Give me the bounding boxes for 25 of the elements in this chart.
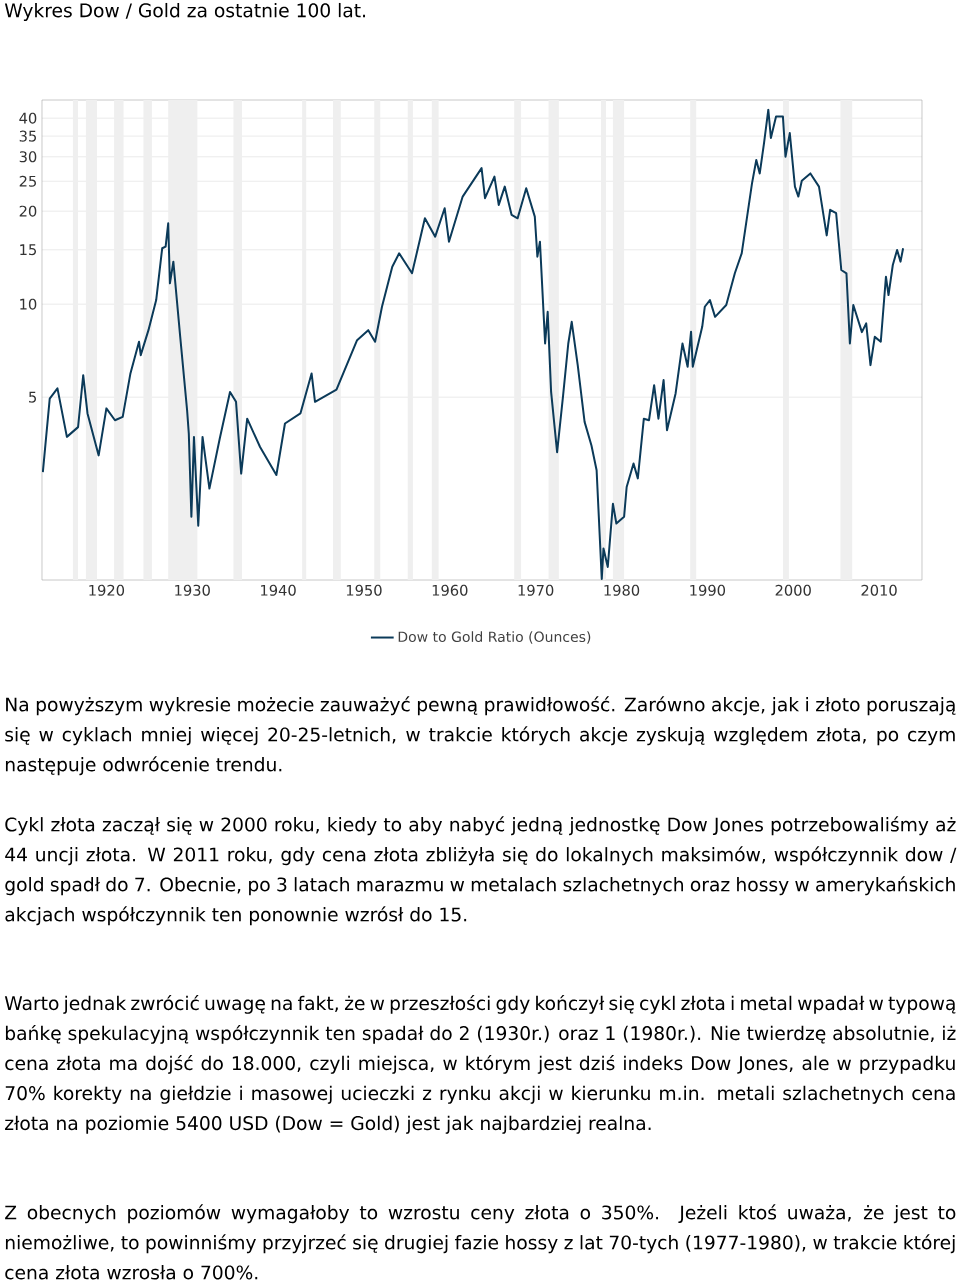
y-tick-label: 30 [19, 151, 37, 163]
y-tick-label: 20 [19, 205, 37, 217]
x-tick-label: 1960 [432, 584, 468, 596]
line-series [42, 108, 905, 580]
x-tick-label: 1940 [261, 584, 296, 596]
text: Na powyższym wykresie możecie zauważyć pewną prawidłowość. Zarówno akcje, jak i złoto poruszają się w cyklach mniej więcej 20-25-letnich, w trakcie których akcje zyskują względem złota, po czym następuje odwrócenie trendu. [5, 696, 956, 776]
y-tick-label: 10 [20, 298, 37, 310]
x-tick-label: 1980 [604, 584, 640, 596]
y-tick-label: 35 [19, 130, 36, 142]
y-tick-label: 15 [20, 244, 36, 256]
x-tick-label: 2010 [861, 584, 897, 596]
x-tick-label: 2000 [775, 584, 811, 596]
y-tick-label: 40 [19, 112, 37, 124]
y-tick-label: 25 [19, 175, 36, 187]
x-tick-label: 1990 [690, 584, 726, 596]
text: Warto jednak zwrócić uwagę na fakt, że w przeszłości gdy kończył się cykl złota i metal wpadał w typową bańkę spekulacyjną współczynnik ten spadał do 2 (1930r.) oraz 1 (1980r.). Nie twierdzę absolutnie, iż cena złota ma dojść do 18.000, czyli miejsca, w którym jest dziś indeks Dow Jones, ale w przypadku 70% korekty na giełdzie i masowej ucieczki z rynku akcji w kierunku m.in. metali szlachetnych cena złota na poziomie 5400 USD (Dow = Gold) jest jak najbardziej realna. [4, 994, 956, 1134]
text: Cykl złota zaczął się w 2000 roku, kiedy to aby nabyć jedną jednostkę Dow Jones potrzebowaliśmy aż 44 uncji złota. W 2011 roku, gdy cena złota zbliżyła się do lokalnych maksimów, współczynnik dow / gold spadł do 7. Obecnie, po 3 latach marazmu w metalach szlachetnych oraz hossy w amerykańskich akcjach współczynnik ten ponownie wzrósł do 15. [5, 816, 957, 926]
x-tick-label: 1970 [518, 584, 554, 596]
x-tick-label: 1950 [346, 584, 382, 596]
text: Z obecnych poziomów wymagałoby to wzrostu ceny złota o 350%. Jeżeli ktoś uważa, że jest to niemożliwe, to powinniśmy przyjrzeć się drugiej fazie hossy z lat 70-tych (1977-1980), w trakcie której cena złota wzrosła o 700%. [5, 1204, 956, 1280]
x-tick-label: 1930 [175, 584, 210, 596]
y-tick-label: 5 [29, 391, 37, 403]
x-tick-label: 1920 [89, 584, 125, 596]
legend-label: Dow to Gold Ratio (Ounces) [398, 631, 591, 644]
chart-title: Wykres Dow / Gold za ostatnie 100 lat. [4, 2, 365, 22]
